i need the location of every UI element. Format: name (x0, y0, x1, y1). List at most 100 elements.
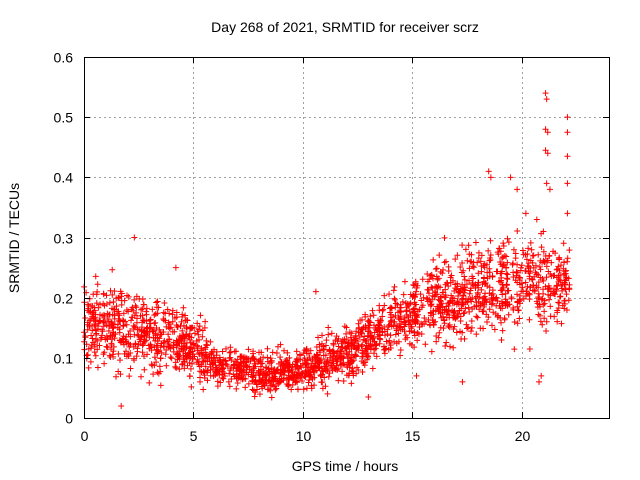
data-point (89, 303, 96, 310)
data-point (414, 337, 421, 344)
data-point (523, 288, 530, 295)
data-point (322, 383, 329, 390)
data-point (450, 344, 457, 351)
data-point (482, 280, 489, 287)
data-point (383, 338, 390, 345)
data-point (321, 346, 328, 353)
data-point (554, 318, 561, 325)
data-point (470, 264, 477, 271)
data-point (153, 325, 160, 332)
x-tick-label: 10 (296, 428, 312, 444)
data-point (500, 254, 507, 261)
data-point (150, 371, 157, 378)
data-point (349, 365, 356, 372)
data-point (563, 291, 570, 298)
data-point (419, 321, 426, 328)
data-point (168, 355, 175, 362)
data-point (556, 299, 563, 306)
data-point (516, 274, 523, 281)
data-point (152, 311, 159, 318)
data-point (379, 329, 386, 336)
data-point (111, 288, 118, 295)
data-point (208, 349, 215, 356)
data-point (200, 386, 207, 393)
data-point (123, 306, 130, 313)
data-point (391, 296, 398, 303)
data-point (182, 317, 189, 324)
data-point (438, 314, 445, 321)
data-point (245, 346, 252, 353)
data-point (151, 354, 158, 361)
data-point (428, 272, 435, 279)
data-point (127, 327, 134, 334)
data-point (312, 288, 319, 295)
data-point (564, 258, 571, 265)
data-point (270, 378, 277, 385)
data-point (277, 378, 284, 385)
data-point (371, 338, 378, 345)
data-point (315, 334, 322, 341)
data-point (413, 288, 420, 295)
data-point (424, 286, 431, 293)
data-point (115, 350, 122, 357)
data-point (90, 339, 97, 346)
data-point (178, 318, 185, 325)
data-point (522, 210, 529, 217)
data-point (410, 293, 417, 300)
data-point (340, 377, 347, 384)
data-point (489, 296, 496, 303)
data-point (464, 325, 471, 332)
data-point (449, 277, 456, 284)
data-point (463, 281, 470, 288)
data-point (295, 375, 302, 382)
data-point (514, 186, 521, 193)
data-point (335, 377, 342, 384)
data-point (243, 358, 250, 365)
data-point (361, 362, 368, 369)
data-point (338, 340, 345, 347)
data-point (82, 334, 89, 341)
data-point (141, 336, 148, 343)
data-point (100, 300, 107, 307)
data-point (433, 273, 440, 280)
data-point (555, 278, 562, 285)
data-point (184, 362, 191, 369)
data-point (221, 373, 228, 380)
data-point (332, 365, 339, 372)
data-point (518, 280, 525, 287)
data-point (330, 341, 337, 348)
data-point (566, 247, 573, 254)
data-point (475, 255, 482, 262)
data-point (120, 341, 127, 348)
data-point (405, 317, 412, 324)
data-point (440, 325, 447, 332)
data-point (100, 317, 107, 324)
data-point (93, 300, 100, 307)
data-point (443, 339, 450, 346)
data-point (561, 259, 568, 266)
data-point (564, 129, 571, 136)
data-point (297, 362, 304, 369)
data-point (438, 293, 445, 300)
data-point (146, 334, 153, 341)
data-point (542, 90, 549, 97)
data-point (535, 311, 542, 318)
data-point (338, 353, 345, 360)
data-point (82, 315, 89, 322)
data-point (524, 263, 531, 270)
data-point (554, 283, 561, 290)
data-point (557, 293, 564, 300)
data-point (474, 289, 481, 296)
data-point (500, 261, 507, 268)
data-point (133, 309, 140, 316)
data-point (307, 347, 314, 354)
data-point (387, 332, 394, 339)
data-point (468, 251, 475, 258)
data-point (157, 355, 164, 362)
data-point (406, 301, 413, 308)
data-point (258, 360, 265, 367)
data-point (550, 248, 557, 255)
data-point (151, 312, 158, 319)
data-point (332, 337, 339, 344)
data-point (461, 309, 468, 316)
